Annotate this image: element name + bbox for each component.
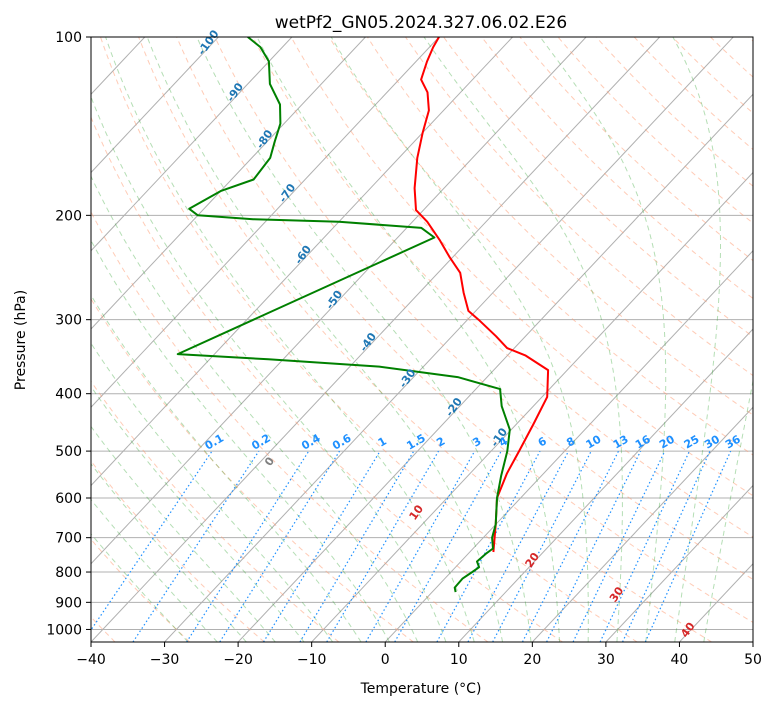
y-tick-label: 800: [55, 565, 82, 581]
moist-adiabat-line: [91, 239, 390, 642]
y-tick-label: 1000: [46, 622, 82, 638]
dry-adiabat-line: [405, 37, 753, 377]
moist-adiabat-line: [91, 498, 218, 642]
mixing-ratio-line: [644, 450, 732, 642]
y-tick-label: 700: [55, 531, 82, 547]
dry-adiabat-line: [366, 37, 753, 416]
y-tick-label: 500: [55, 444, 82, 460]
chart-title: wetPf2_GN05.2024.327.06.02.E26: [275, 13, 567, 33]
axis-ticks: −40 −30 −20 −10 0 10 20 30 40 50 100 200 300 400 500 60…: [46, 30, 762, 668]
isotherm-line: [531, 406, 753, 642]
mixing-ratio-line: [326, 450, 440, 642]
moist-adiabat-line: [91, 533, 189, 642]
mixing-ratio-line: [219, 450, 341, 642]
x-tick-label: −10: [297, 652, 327, 668]
dry-adiabats: [91, 37, 753, 642]
dry-adiabat-line: [91, 210, 489, 642]
x-axis-label: Temperature (°C): [360, 681, 482, 697]
mixing-ratio-line: [394, 450, 502, 642]
isotherm-line: [91, 37, 293, 252]
dry-adiabat-line: [481, 37, 753, 300]
x-tick-label: −20: [223, 652, 253, 668]
dry-adiabat-line: [176, 37, 753, 624]
x-tick-label: 20: [523, 652, 541, 668]
isotherm-line: [91, 37, 587, 565]
x-tick-label: 10: [450, 652, 468, 668]
dry-adiabat-line: [100, 37, 638, 642]
dry-adiabat-line: [290, 37, 753, 497]
mixing-ratio-line: [299, 450, 415, 642]
dewpoint-profile: [176, 37, 511, 593]
isotherm-line: [237, 93, 753, 642]
moist-adiabat-line: [91, 175, 419, 642]
x-tick-label: 30: [597, 652, 615, 668]
dry-adiabat-line: [252, 37, 753, 538]
mixing-ratio-lines: [91, 450, 732, 642]
isotherm-line: [91, 37, 513, 487]
mixing-ratio-line: [263, 450, 381, 642]
moist-adiabat-line: [91, 385, 305, 642]
moist-adiabat-line: [330, 37, 589, 642]
isotherm-line: [605, 484, 753, 642]
moist-adiabat-line: [91, 95, 447, 642]
moist-adiabat-line: [539, 37, 667, 642]
moist-adiabat-line: [672, 37, 721, 642]
mixing-ratio-line: [546, 450, 642, 642]
moist-adiabat-line: [91, 463, 247, 642]
isotherm-line: [458, 328, 753, 642]
x-tick-label: −30: [150, 652, 180, 668]
x-tick-label: 0: [381, 652, 390, 668]
isotherm-line: [91, 37, 440, 408]
moist-adiabat-line: [703, 378, 753, 642]
mixing-ratio-line: [436, 450, 541, 642]
dry-adiabat-line: [91, 460, 265, 642]
sounding-profiles: [176, 37, 550, 593]
x-tick-label: 40: [671, 652, 689, 668]
y-tick-label: 900: [55, 595, 82, 611]
moist-adiabat-line: [105, 37, 475, 642]
mixing-ratio-line: [599, 450, 690, 642]
dry-adiabat-line: [91, 116, 563, 642]
isotherm-line: [91, 37, 219, 174]
mixing-ratio-line: [365, 450, 476, 642]
y-axis-label: Pressure (hPa): [13, 290, 29, 390]
y-tick-label: 300: [55, 313, 82, 329]
temperature-profile: [413, 37, 550, 553]
isotherm-gridlines: [91, 37, 753, 642]
plot-frame: [90, 36, 754, 643]
isotherm-line: [91, 37, 661, 642]
mixing-ratio-line: [622, 450, 711, 642]
dry-adiabat-line: [138, 37, 712, 642]
y-tick-label: 400: [55, 387, 82, 403]
y-tick-label: 100: [55, 30, 82, 46]
mixing-ratio-line: [186, 450, 310, 642]
isotherm-line: [311, 171, 753, 642]
x-tick-label: −40: [76, 652, 106, 668]
dry-adiabat-line: [214, 37, 753, 580]
y-tick-label: 600: [55, 491, 82, 507]
x-tick-label: 50: [744, 652, 762, 668]
moist-adiabat-line: [256, 37, 560, 642]
moist-adiabat-line: [91, 425, 276, 642]
isotherm-line: [164, 37, 734, 642]
y-tick-label: 200: [55, 208, 82, 224]
moist-adiabat-line: [91, 294, 362, 642]
moist-adiabat-line: [146, 37, 504, 642]
isotherm-line: [384, 250, 753, 642]
mixing-ratio-line: [91, 450, 213, 631]
dry-adiabat-line: [91, 297, 414, 642]
mixing-ratio-line: [572, 450, 666, 642]
